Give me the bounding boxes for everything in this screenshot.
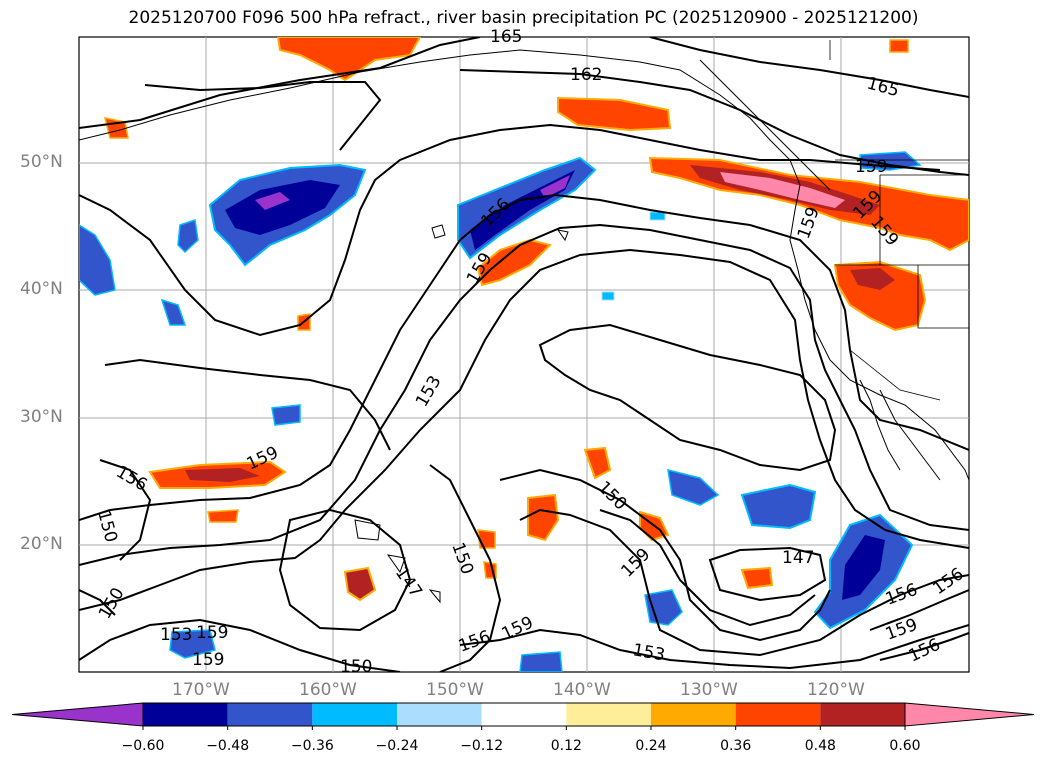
precip-negative-area bbox=[169, 629, 216, 659]
precip-negative-area bbox=[667, 468, 720, 506]
precip-negative-area bbox=[649, 211, 666, 221]
contour-label: 159 bbox=[192, 650, 224, 670]
precip-positive-area bbox=[276, 37, 422, 82]
colorbar-segment bbox=[312, 703, 397, 726]
colorbar-tick-label: 0.60 bbox=[889, 738, 921, 754]
map-title: 2025120700 F096 500 hPa refract., river … bbox=[128, 8, 919, 28]
latitude-label: 40°N bbox=[20, 279, 63, 299]
latitude-label: 20°N bbox=[20, 534, 63, 554]
colorbar-segment bbox=[397, 703, 482, 726]
colorbar-segment bbox=[143, 703, 228, 726]
precip-min-negative bbox=[255, 192, 290, 210]
precip-negative-area bbox=[601, 291, 615, 301]
colorbar-tick-label: 0.48 bbox=[804, 738, 836, 754]
precip-positive-area bbox=[557, 96, 672, 132]
contour-label: 147 bbox=[782, 548, 814, 568]
colorbar-tick-label: −0.60 bbox=[121, 738, 165, 754]
colorbar-extend-low bbox=[11, 702, 144, 727]
longitude-label: 140°W bbox=[553, 680, 611, 700]
colorbar-segment bbox=[820, 703, 905, 726]
precip-strong-positive bbox=[185, 468, 260, 482]
longitude-label: 130°W bbox=[680, 680, 738, 700]
contour-label: 165 bbox=[490, 27, 522, 47]
coastlines bbox=[79, 49, 969, 481]
precip-positive-area bbox=[207, 509, 239, 523]
contour-label: 150 bbox=[340, 657, 372, 677]
longitude-label: 160°W bbox=[299, 680, 357, 700]
colorbar-segment bbox=[227, 703, 313, 726]
precip-negative-area bbox=[160, 298, 187, 326]
contour-label: 162 bbox=[570, 65, 602, 85]
precip-positive-area bbox=[476, 238, 552, 287]
colorbar-segment bbox=[481, 703, 567, 726]
precip-max-positive bbox=[720, 172, 845, 208]
precip-positive-area bbox=[583, 446, 612, 480]
precip-negative-area bbox=[271, 404, 301, 426]
contour-islands bbox=[354, 224, 569, 604]
latitude-label: 50°N bbox=[20, 152, 63, 172]
precip-negative-area bbox=[740, 483, 817, 530]
precip-positive-area bbox=[889, 39, 909, 53]
precip-negative-area bbox=[79, 224, 116, 296]
colorbar-tick-label: −0.12 bbox=[460, 738, 504, 754]
colorbar-extend-high bbox=[904, 702, 1035, 727]
precip-strong-positive bbox=[850, 268, 895, 290]
precip-strong-negative bbox=[842, 535, 885, 600]
colorbar-segment bbox=[735, 703, 821, 726]
colorbar bbox=[11, 702, 1035, 730]
precip-positive-area bbox=[740, 566, 774, 590]
precip-negative-area bbox=[519, 651, 563, 672]
precip-min-negative bbox=[540, 175, 570, 198]
colorbar-segment bbox=[651, 703, 736, 726]
precip-negative-area bbox=[177, 219, 199, 254]
contour-label: 153 bbox=[160, 625, 192, 645]
longitude-label: 120°W bbox=[807, 680, 865, 700]
graticule bbox=[79, 37, 969, 672]
political-boundaries bbox=[829, 40, 969, 401]
colorbar-tick-label: −0.24 bbox=[375, 738, 419, 754]
colorbar-tick-label: −0.36 bbox=[290, 738, 334, 754]
colorbar-tick-label: 0.36 bbox=[720, 738, 752, 754]
contour-label: 159 bbox=[196, 623, 228, 643]
precip-strong-negative bbox=[225, 180, 340, 235]
precip-shading bbox=[79, 37, 969, 672]
latitude-label: 30°N bbox=[20, 407, 63, 427]
precip-positive-area bbox=[527, 493, 560, 542]
colorbar-tick-label: −0.48 bbox=[206, 738, 250, 754]
contour-label: 159 bbox=[855, 157, 887, 177]
colorbar-frame bbox=[142, 702, 906, 727]
precip-negative-area bbox=[644, 589, 683, 626]
longitude-label: 150°W bbox=[426, 680, 484, 700]
colorbar-tick-label: 0.12 bbox=[550, 738, 582, 754]
colorbar-tick-label: 0.24 bbox=[635, 738, 667, 754]
precip-positive-area bbox=[343, 566, 377, 602]
refractivity-contours bbox=[79, 37, 969, 672]
longitude-label: 170°W bbox=[172, 680, 230, 700]
colorbar-segment bbox=[566, 703, 651, 726]
